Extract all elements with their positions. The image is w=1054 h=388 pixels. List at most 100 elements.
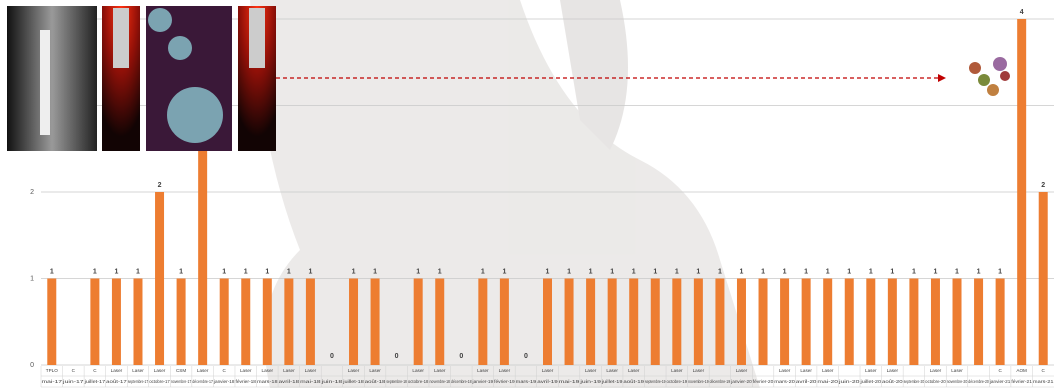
treatment-label: Laser	[865, 368, 877, 373]
data-label: 1	[653, 268, 657, 275]
data-label: 1	[934, 268, 938, 275]
treatment-label: C	[1042, 368, 1046, 373]
x-tick-label: décembre-20	[968, 379, 989, 384]
data-label: 1	[589, 268, 593, 275]
treatment-label: Laser	[348, 368, 360, 373]
x-tick-label: février-18	[235, 379, 256, 384]
data-label: 2	[158, 182, 162, 189]
treatment-label: C	[72, 368, 76, 373]
data-label: 1	[546, 268, 550, 275]
bar	[262, 278, 272, 365]
x-tick-label: février-19	[494, 379, 515, 384]
x-tick-label: juillet-17	[83, 379, 105, 384]
x-tick-label: septembre-19	[645, 379, 666, 384]
data-label: 0	[330, 353, 334, 360]
treatment-label: Laser	[606, 368, 618, 373]
bar	[758, 278, 768, 365]
bar	[801, 278, 811, 365]
treatment-label: Laser	[197, 368, 209, 373]
plot-area: 01234TPLOmai-171Cjuin-17Cjuillet-171Lase…	[30, 9, 1054, 388]
x-tick-label: novembre-17	[171, 379, 192, 384]
data-label: 1	[740, 268, 744, 275]
bar	[370, 278, 380, 365]
data-label: 1	[761, 268, 765, 275]
data-label: 1	[977, 268, 981, 275]
cell	[167, 87, 223, 143]
treatment-label: Laser	[800, 368, 812, 373]
x-tick-label: février-20	[753, 379, 774, 384]
treatment-label: Laser	[262, 368, 274, 373]
bar	[564, 278, 574, 365]
data-label: 1	[416, 268, 420, 275]
arrow-head	[938, 74, 946, 82]
data-label: 1	[438, 268, 442, 275]
x-tick-label: novembre-20	[947, 379, 968, 384]
bar	[995, 278, 1005, 365]
treatment-label: Laser	[369, 368, 381, 373]
bar	[715, 278, 725, 365]
treatment-label: Laser	[693, 368, 705, 373]
y-tick-label: 1	[30, 275, 34, 282]
x-tick-label: juillet-18	[342, 379, 364, 384]
treatment-label: Laser	[283, 368, 295, 373]
bar	[823, 278, 833, 365]
treatment-label: C	[93, 368, 97, 373]
data-label: 0	[459, 353, 463, 360]
treatment-label: Laser	[412, 368, 424, 373]
y-tick-label: 2	[30, 189, 34, 196]
bar	[952, 278, 962, 365]
treatment-label: Laser	[951, 368, 963, 373]
treatment-label: Laser	[671, 368, 683, 373]
data-label: 1	[93, 268, 97, 275]
bar	[413, 278, 423, 365]
x-tick-label: octobre-20	[925, 379, 946, 384]
treatment-label: Laser	[736, 368, 748, 373]
bar	[155, 192, 165, 365]
bar	[543, 278, 552, 365]
x-tick-label: octobre-17	[149, 379, 170, 384]
data-label: 1	[675, 268, 679, 275]
cell	[148, 8, 172, 32]
treatment-label: AOM	[1016, 368, 1027, 373]
treatment-label: Laser	[499, 368, 511, 373]
x-tick-label: janvier-18	[213, 379, 235, 384]
bar	[607, 278, 617, 365]
molecule-icon	[969, 57, 1010, 96]
data-label: 1	[826, 268, 830, 275]
bar	[176, 278, 186, 365]
x-tick-label: septembre-18	[386, 379, 407, 384]
y-tick-label: 0	[30, 362, 34, 369]
treatment-label: C	[998, 368, 1002, 373]
data-label: 1	[373, 268, 377, 275]
treatment-label: Laser	[887, 368, 899, 373]
bar	[780, 278, 790, 365]
x-tick-label: avril-18	[279, 379, 300, 384]
data-label: 1	[352, 268, 356, 275]
illustrations	[7, 6, 1010, 151]
x-tick-label: juin-19	[579, 379, 602, 384]
bar	[349, 278, 359, 365]
data-label: 1	[912, 268, 916, 275]
bar	[198, 105, 208, 365]
data-label: 1	[136, 268, 140, 275]
bar	[241, 278, 251, 365]
x-tick-label: décembre-17	[192, 379, 213, 384]
data-label: 1	[783, 268, 787, 275]
x-tick-label: janvier-20	[730, 379, 752, 384]
data-label: 1	[287, 268, 291, 275]
x-tick-label: août-17	[106, 379, 127, 384]
x-tick-label: avril-19	[537, 379, 558, 384]
data-label: 1	[955, 268, 959, 275]
bar	[974, 278, 984, 365]
data-label: 1	[567, 268, 571, 275]
x-tick-label: juillet-19	[601, 379, 623, 384]
data-label: 1	[265, 268, 269, 275]
x-tick-label: avril-20	[796, 379, 817, 384]
x-tick-label: février-21	[1011, 379, 1032, 384]
bar	[435, 278, 445, 365]
x-tick-label: mai-19	[559, 379, 580, 384]
treatment-label: Laser	[585, 368, 597, 373]
data-label: 1	[696, 268, 700, 275]
x-tick-label: janvier-19	[472, 379, 494, 384]
